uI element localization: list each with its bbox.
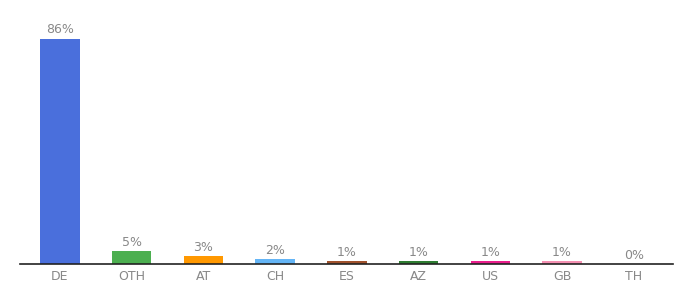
Text: 86%: 86% <box>46 23 74 37</box>
Text: 1%: 1% <box>409 246 428 259</box>
Text: 1%: 1% <box>552 246 572 259</box>
Bar <box>184 256 223 264</box>
Text: 5%: 5% <box>122 236 141 249</box>
Bar <box>112 251 152 264</box>
Text: 0%: 0% <box>624 249 644 262</box>
Text: 1%: 1% <box>480 246 500 259</box>
Bar <box>471 261 510 264</box>
Bar <box>398 261 439 264</box>
Text: 2%: 2% <box>265 244 285 257</box>
Bar <box>542 261 581 264</box>
Text: 3%: 3% <box>193 241 214 254</box>
Bar <box>40 39 80 264</box>
Bar <box>327 261 367 264</box>
Text: 1%: 1% <box>337 246 357 259</box>
Bar <box>255 259 295 264</box>
